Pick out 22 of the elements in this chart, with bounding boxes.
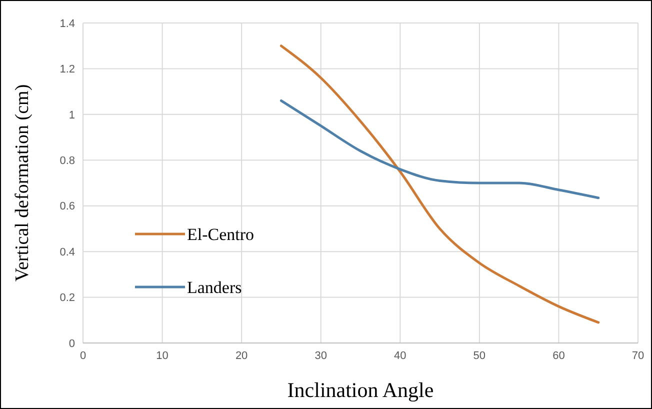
line-series: [280, 99, 600, 200]
y-tick-label: 0: [68, 338, 75, 350]
y-tick-label: 1.4: [60, 18, 75, 30]
x-tick-label: 0: [80, 350, 86, 362]
x-tick-label: 30: [314, 350, 327, 362]
x-tick-label: 50: [473, 350, 486, 362]
y-tick-label: 1: [68, 109, 75, 122]
y-tick-label: 1.2: [60, 64, 75, 76]
x-axis-title: Inclination Angle: [287, 378, 434, 402]
y-tick-label: 0.6: [60, 200, 75, 213]
line-series: [280, 44, 600, 324]
x-tick-label: 60: [552, 350, 565, 362]
y-tick-label: 0.2: [60, 292, 75, 304]
x-tick-label: 20: [235, 350, 248, 362]
x-tick-label: 70: [632, 350, 644, 362]
y-tick-label: 0.4: [60, 246, 75, 258]
x-tick-label: 10: [156, 350, 168, 362]
x-tick-label: 40: [394, 350, 406, 362]
y-tick-label: 0.8: [60, 154, 75, 167]
y-axis-title: Vertical deformation (cm): [12, 84, 33, 282]
legend-label: Landers: [187, 278, 242, 297]
legend-label: El-Centro: [187, 224, 254, 244]
